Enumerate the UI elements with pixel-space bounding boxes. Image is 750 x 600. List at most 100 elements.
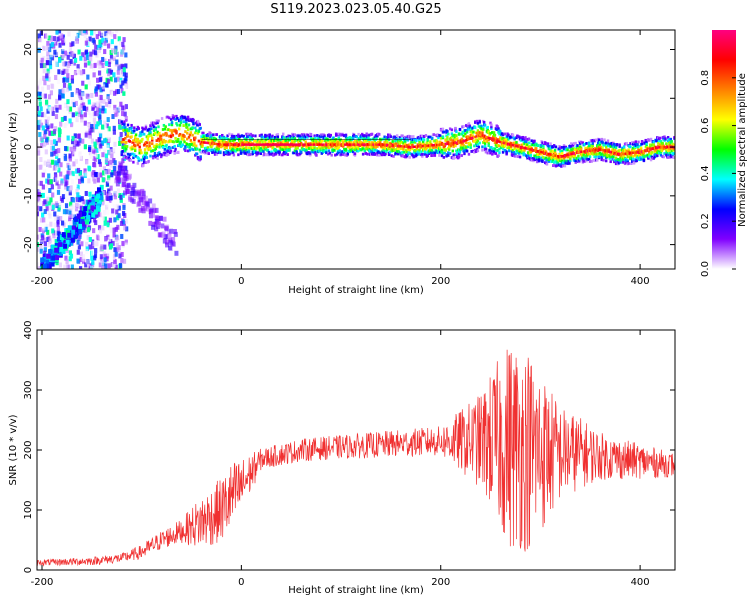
spectrogram-ridge-point	[457, 155, 461, 159]
spectrogram-noise-point	[83, 168, 87, 174]
spectrogram-noise-point	[70, 103, 74, 109]
spectrogram-ridge-point	[293, 133, 297, 137]
spectrogram-ridge-point	[665, 142, 668, 146]
spectrogram-ridge-point	[661, 142, 664, 145]
spectrogram-ridge-core	[363, 143, 366, 146]
spectrogram-noise-point	[99, 133, 103, 139]
spectrogram-ridge-point	[344, 139, 348, 143]
spectrogram-noise-point	[98, 212, 103, 218]
spectrogram-ridge-core	[469, 137, 472, 140]
spectrogram-ridge-point	[553, 148, 557, 152]
spectrogram-ridge-point	[629, 142, 632, 145]
spectrogram-noise-point	[73, 70, 77, 76]
spectrogram-band-point	[151, 203, 156, 209]
spectrogram-noise-point	[88, 236, 92, 242]
spectrogram-ridge-point	[472, 130, 475, 134]
spectrogram-ridge-point	[471, 134, 474, 138]
spectrogram-ridge-point	[169, 134, 173, 138]
spectrogram-ridge-point	[562, 144, 566, 148]
spectrogram-noise-point	[84, 84, 88, 90]
spectrogram-ridge-point	[396, 147, 400, 151]
spectrogram-ridge-point	[461, 146, 464, 150]
spectrogram-noise-point	[40, 69, 45, 75]
spectrogram-ridge-point	[306, 135, 309, 139]
spectrogram-ridge-point	[603, 138, 606, 142]
spectrogram-ridge-core	[383, 143, 386, 147]
spectrogram-noise-point	[116, 235, 120, 241]
spectrogram-noise-point	[68, 187, 72, 193]
spectrogram-noise-point	[114, 111, 118, 117]
spectrogram-ridge-point	[631, 159, 635, 163]
spectrogram-ridge-point	[457, 152, 461, 156]
spectrogram-ridge-point	[344, 135, 348, 139]
spectrogram-ridge-point	[305, 148, 308, 152]
spectrogram-ridge-point	[197, 130, 201, 133]
spectrogram-noise-point	[72, 102, 76, 108]
spectrogram-ridge-point	[422, 143, 426, 147]
spectrogram-ridge-point	[659, 140, 663, 143]
spectrogram-ridge-point	[672, 148, 675, 152]
spectrogram-ridge-point	[584, 157, 587, 161]
spectrogram-noise-point	[99, 143, 103, 149]
spectrogram-ridge-point	[658, 136, 662, 140]
spectrogram-band-point	[48, 253, 53, 259]
spectrogram-noise-point	[117, 213, 121, 219]
spectrogram-noise-point	[93, 50, 98, 56]
spectrogram-noise-point	[92, 217, 97, 223]
spectrogram-ridge-point	[184, 116, 187, 120]
spectrogram-ridge-point	[239, 151, 243, 155]
spectrogram-band-point	[48, 249, 53, 255]
spectrogram-band-point	[98, 190, 103, 196]
spectrogram-noise-point	[90, 153, 94, 159]
spectrogram-ridge-point	[496, 148, 499, 152]
spectrogram-noise-point	[71, 52, 75, 58]
spectrogram-noise-point	[43, 241, 47, 247]
spectrogram-ridge-point	[375, 152, 378, 155]
spectrogram-noise-point	[41, 93, 45, 99]
spectrogram-ridge-point	[579, 147, 583, 151]
spectrogram-noise-point	[50, 139, 54, 145]
spectrogram-ridge-core	[466, 138, 469, 142]
spectrogram-band-point	[150, 224, 155, 230]
spectrogram-ridge-point	[542, 145, 545, 148]
spectrogram-noise-point	[74, 206, 79, 212]
spectrogram-ridge-core	[393, 144, 396, 147]
spectrogram-ridge-core	[355, 143, 358, 146]
spectrogram-noise-point	[55, 165, 59, 171]
spectrogram-ridge-point	[445, 134, 448, 138]
spectrogram-noise-point	[103, 58, 107, 64]
spectrogram-ridge-point	[492, 131, 496, 134]
spectrogram-noise-point	[110, 172, 114, 178]
spectrogram-band-point	[169, 228, 174, 234]
spectrogram-noise-point	[106, 68, 110, 74]
spectrogram-ridge-core	[400, 145, 403, 148]
spectrogram-ridge-point	[573, 154, 577, 158]
spectrogram-ridge-point	[290, 134, 293, 138]
spectrogram-band-point	[167, 233, 172, 239]
spectrogram-ridge-core	[406, 145, 409, 148]
spectrogram-ridge-point	[199, 142, 202, 146]
spectrogram-noise-point	[46, 229, 50, 235]
spectrogram-noise-point	[68, 106, 73, 112]
spectrogram-ridge-point	[153, 131, 157, 135]
spectrogram-ridge-point	[312, 139, 315, 143]
spectrogram-ridge-point	[605, 159, 608, 163]
spectrogram-ridge-core	[430, 144, 433, 147]
spectrogram-ridge-point	[357, 132, 360, 136]
spectrogram-ridge-point	[659, 153, 663, 157]
spectrogram-noise-point	[72, 161, 76, 167]
spectrogram-noise-point	[74, 182, 78, 188]
spectrogram-noise-point	[48, 187, 52, 193]
spectrogram-ridge-point	[188, 142, 192, 146]
spectrogram-ridge-point	[424, 147, 428, 151]
spectrogram-noise-point	[64, 181, 68, 187]
spectrogram-ridge-point	[360, 141, 363, 144]
spectrogram-ridge-point	[576, 145, 579, 149]
spectrogram-ridge-core	[366, 143, 369, 146]
spectrogram-noise-point	[48, 60, 52, 66]
spectrogram-ridge-point	[583, 159, 586, 163]
spectrogram-noise-point	[49, 37, 53, 43]
spectrogram-ridge-point	[136, 161, 140, 165]
spectrogram-ridge-core	[283, 143, 286, 146]
spectrogram-ridge-core	[350, 143, 353, 146]
